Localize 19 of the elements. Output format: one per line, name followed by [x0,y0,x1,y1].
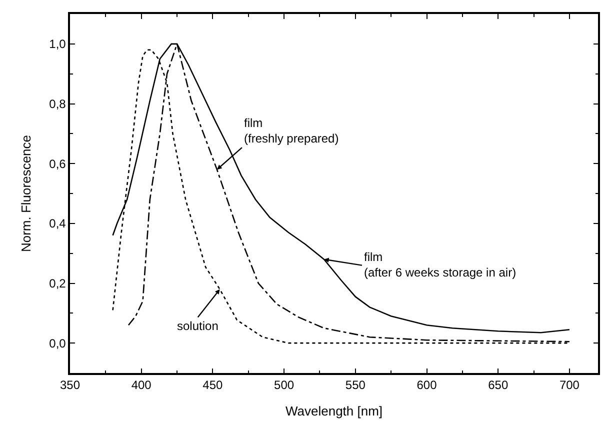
x-tick-label: 650 [488,378,508,392]
y-tick-label: 1,0 [49,37,66,52]
y-tick-label: 0,4 [49,216,66,231]
x-axis-title: Wavelength [nm] [285,403,383,418]
annotation: solution [177,319,218,333]
y-tick-label: 0,2 [49,276,66,290]
x-tick-label: 450 [202,378,224,392]
x-tick-label: 700 [559,378,580,392]
annotation: film (after 6 weeks storage in air) [364,250,516,280]
annotation: film (freshly prepared) [244,116,339,146]
x-tick-label: 600 [416,378,438,392]
x-tick-label: 500 [274,378,294,392]
y-tick-label: 0,0 [49,336,66,350]
x-tick-label: 550 [345,378,366,392]
x-tick-label: 400 [131,378,152,392]
y-tick-label: 0,6 [49,156,66,171]
y-axis-title: Norm. Fluorescence [18,134,34,252]
x-tick-label: 350 [60,378,80,392]
y-tick-label: 0,8 [49,96,66,111]
